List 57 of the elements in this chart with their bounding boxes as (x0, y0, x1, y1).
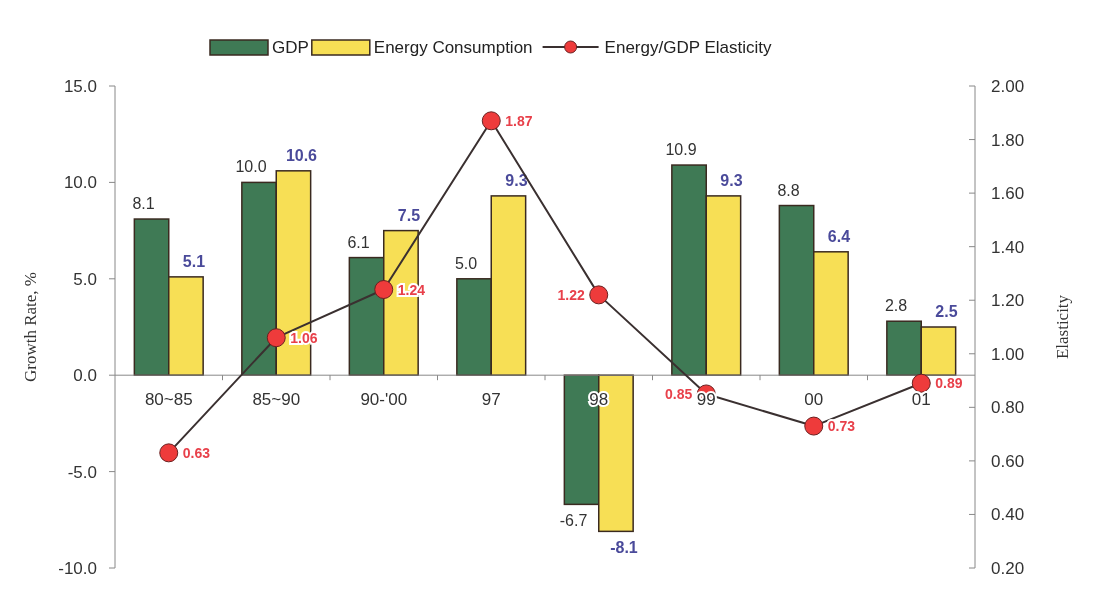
data-label: 0.73 (827, 418, 856, 435)
y2-tick-label: 1.20 (991, 291, 1025, 311)
data-label: 5.0 (454, 254, 478, 272)
data-label: 9.3 (505, 171, 528, 189)
data-label: 10.6 (285, 146, 318, 164)
data-label: 2.8 (884, 297, 908, 315)
y-tick-label: 5.0 (73, 269, 97, 289)
data-label: 2.5 (935, 303, 958, 320)
point (374, 280, 394, 300)
y-tick-label: 10.0 (63, 173, 97, 193)
data-label: 6.4 (827, 227, 851, 245)
x-tick-label: 85~90 (252, 390, 301, 410)
x-tick-label: 98 (589, 390, 609, 410)
legend-label: Energy Consumption (373, 38, 533, 57)
y2-tick-label: 1.60 (991, 184, 1025, 204)
y2-tick-label: 0.60 (991, 451, 1025, 471)
x-tick-label: 80~85 (144, 390, 193, 410)
data-label: -6.7 (559, 512, 588, 530)
y2-tick-label: 2.00 (991, 76, 1025, 96)
data-label: 10.0 (235, 158, 267, 176)
y-tick-label: -10.0 (58, 558, 97, 578)
data-label: -8.1 (610, 539, 638, 557)
data-label: 1.87 (505, 112, 533, 129)
data-label: 6.1 (347, 233, 370, 251)
y2-tick-label: 0.20 (991, 558, 1025, 578)
y2-axis-title: Elasticity (1053, 294, 1072, 360)
point (159, 443, 179, 463)
x-tick-label: 97 (481, 390, 501, 410)
data-label: 7.5 (397, 206, 421, 224)
y-tick-label: 0.0 (73, 366, 97, 386)
data-label: 8.8 (777, 181, 800, 199)
point (266, 328, 286, 348)
data-label: 5.1 (182, 252, 206, 270)
y2-tick-label: 1.80 (991, 130, 1025, 150)
data-label: 9.3 (720, 171, 743, 189)
y-tick-label: 15.0 (63, 76, 97, 96)
y2-tick-label: 1.40 (991, 237, 1025, 257)
y2-tick-label: 0.80 (991, 398, 1025, 418)
y-tick-label: -5.0 (67, 462, 97, 482)
x-tick-label: 01 (911, 390, 931, 410)
point (804, 416, 824, 436)
x-tick-label: 90-'00 (360, 390, 408, 410)
y2-tick-label: 1.00 (991, 344, 1025, 364)
y-axis-title: Growth Rate, % (21, 271, 40, 383)
data-label: 0.85 (665, 385, 693, 402)
point (911, 373, 931, 393)
data-label: 10.9 (665, 141, 697, 159)
x-tick-label: 00 (804, 390, 824, 410)
data-label: 0.89 (935, 375, 963, 392)
data-label: 0.63 (182, 444, 211, 461)
point (481, 111, 501, 131)
data-label: 1.22 (557, 286, 585, 303)
point (589, 285, 609, 305)
data-label: 8.1 (132, 195, 155, 213)
legend-label: GDP (272, 38, 309, 57)
y2-tick-label: 0.40 (991, 505, 1025, 525)
legend-label: Energy/GDP Elasticity (604, 38, 773, 57)
